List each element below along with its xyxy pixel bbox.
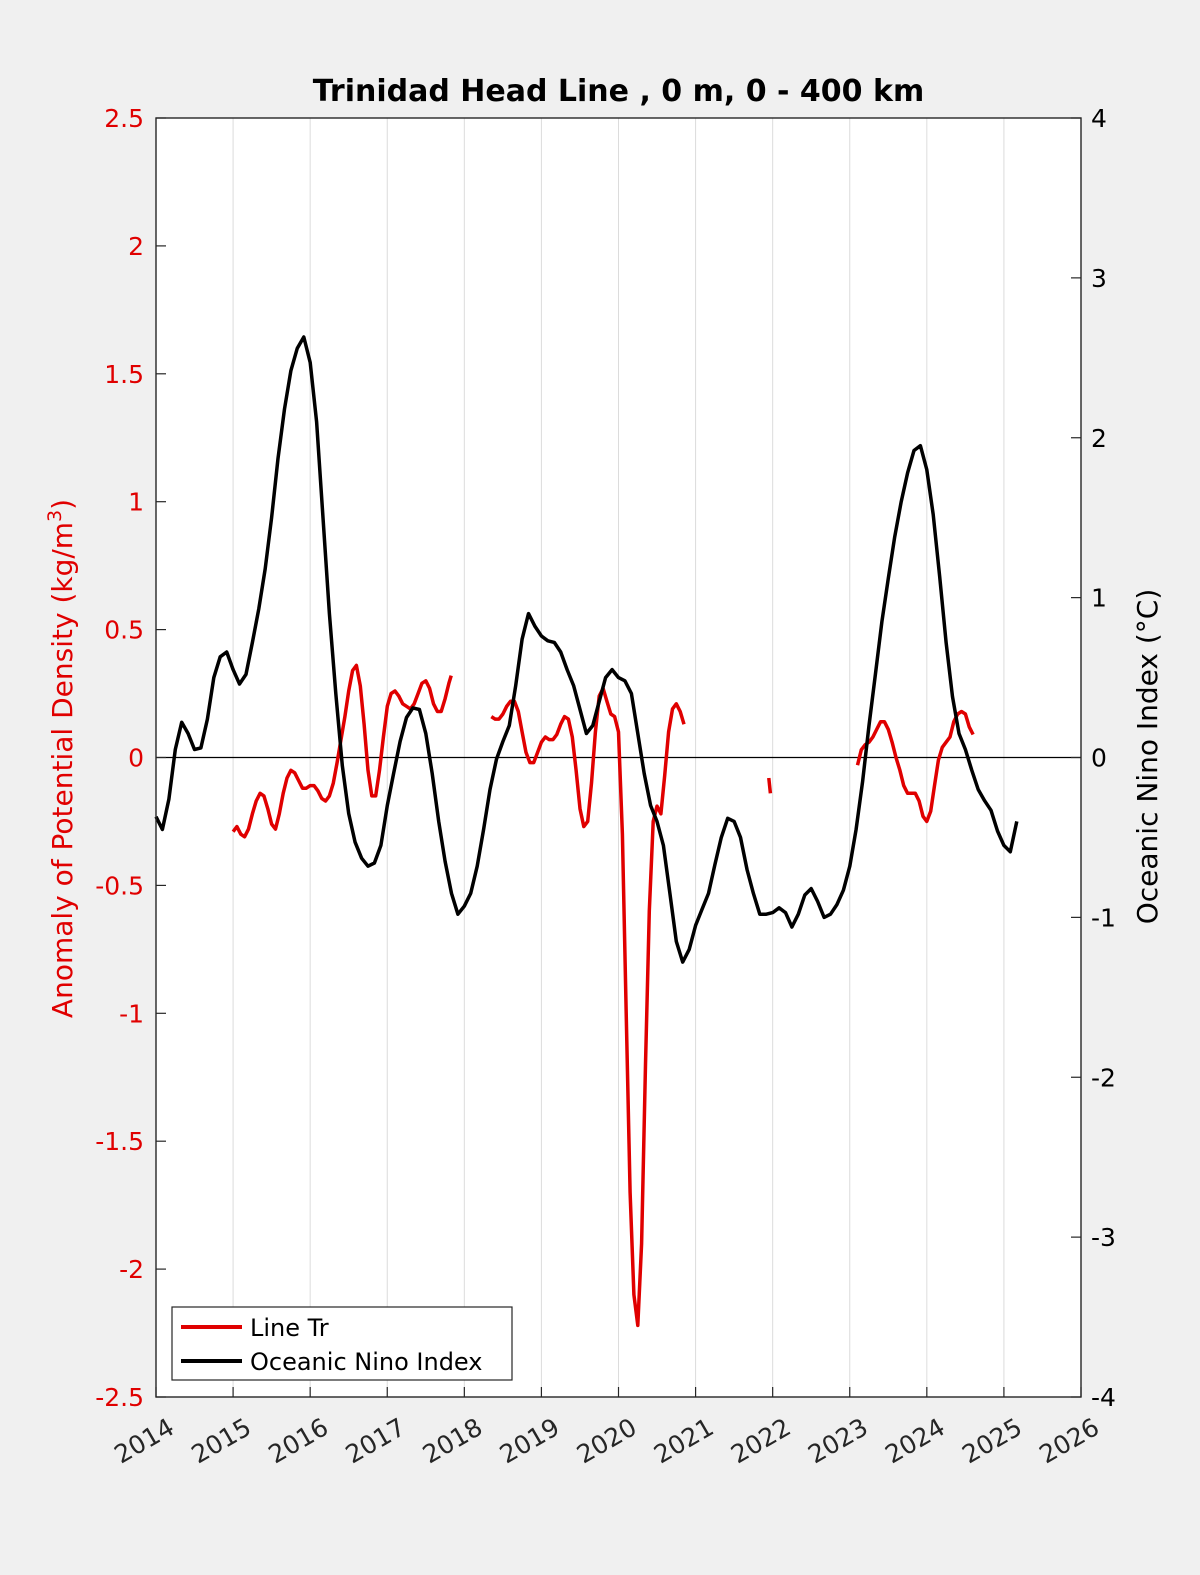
- left-axis-label-main: Anomaly of Potential Density (kg/m: [46, 522, 79, 1018]
- left-tick-label-0: -2.5: [95, 1383, 144, 1412]
- left-tick-label-4: -0.5: [95, 871, 144, 900]
- legend-label-line-tr: Line Tr: [250, 1314, 329, 1342]
- series-line-tr-segment-1: [490, 686, 686, 1328]
- right-tick-label-8: 4: [1091, 104, 1107, 133]
- right-axis-ticks: -4 -3 -2 -1 0 1 2 3 4: [1071, 104, 1116, 1412]
- series-line-tr-segment-0: [231, 663, 453, 839]
- left-axis-ticks: -2.5 -2 -1.5 -1 -0.5 0 0.5 1 1.5 2 2.5: [95, 104, 166, 1412]
- left-tick-label-8: 1.5: [104, 360, 144, 389]
- right-tick-label-1: -3: [1091, 1223, 1116, 1252]
- right-tick-label-4: 0: [1091, 744, 1107, 773]
- chart-title: Trinidad Head Line , 0 m, 0 - 400 km: [313, 74, 924, 109]
- right-tick-label-6: 2: [1091, 424, 1107, 453]
- right-axis-label: Oceanic Nino Index (°C): [1131, 589, 1164, 925]
- left-tick-label-1: -2: [119, 1255, 144, 1284]
- left-tick-label-2: -1.5: [95, 1127, 144, 1156]
- right-tick-label-0: -4: [1091, 1383, 1116, 1412]
- left-axis-label-superscript: 3: [44, 510, 66, 522]
- series-lines: [154, 335, 1019, 1328]
- right-tick-label-5: 1: [1091, 584, 1107, 613]
- left-axis-label: Anomaly of Potential Density (kg/m3): [44, 499, 79, 1018]
- left-tick-label-7: 1: [128, 488, 144, 517]
- left-axis-label-end: ): [46, 499, 79, 510]
- left-tick-label-9: 2: [128, 232, 144, 261]
- left-tick-label-6: 0.5: [104, 616, 144, 645]
- left-tick-label-10: 2.5: [104, 104, 144, 133]
- left-tick-label-3: -1: [119, 999, 144, 1028]
- left-tick-label-5: 0: [128, 744, 144, 773]
- legend-label-oceanic-nino-index: Oceanic Nino Index: [250, 1348, 482, 1376]
- series-line-tr-segment-3: [855, 709, 975, 824]
- legend: Line Tr Oceanic Nino Index: [171, 1306, 513, 1381]
- right-tick-label-7: 3: [1091, 264, 1107, 293]
- right-tick-label-2: -2: [1091, 1063, 1116, 1092]
- legend-box: [171, 1306, 513, 1381]
- series-oceanic-nino-index-segment-0: [154, 335, 1019, 964]
- right-tick-label-3: -1: [1091, 903, 1116, 932]
- series-line-tr-segment-2: [767, 777, 773, 794]
